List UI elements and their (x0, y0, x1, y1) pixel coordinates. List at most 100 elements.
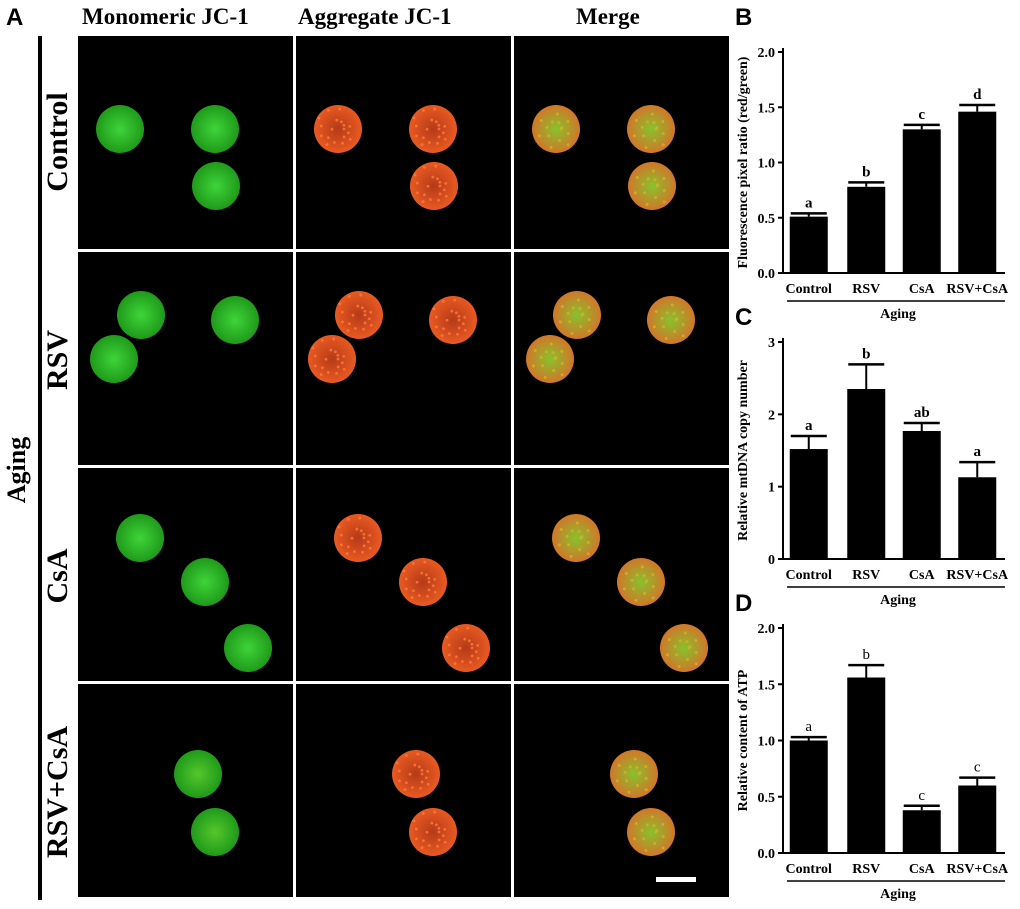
x-tick-label: RSV (852, 568, 880, 583)
micrograph-cell (78, 252, 293, 465)
oocyte (409, 808, 457, 856)
bar (958, 111, 997, 273)
x-tick-label: CsA (909, 568, 936, 583)
oocyte (628, 162, 676, 210)
bar (902, 129, 941, 273)
bar (958, 785, 997, 853)
aging-group-bar (38, 36, 42, 900)
oocyte (174, 750, 222, 798)
oocyte (116, 514, 164, 562)
y-tick-label: 0.0 (758, 267, 776, 282)
bar (789, 216, 828, 273)
x-tick-label: Control (786, 568, 833, 583)
column-header-merge: Merge (576, 4, 640, 29)
y-axis-label: Relative content of ATP (736, 669, 751, 811)
bar (847, 186, 886, 273)
y-tick-label: 0.5 (758, 791, 776, 806)
y-tick-label: 1.5 (758, 101, 776, 116)
micrograph-cell (78, 468, 293, 681)
y-tick-label: 1 (768, 481, 775, 496)
micrograph-image (526, 291, 695, 383)
x-tick-label: CsA (909, 282, 936, 297)
chart-d: 0.0 0.5 1.0 1.5 2.0 Relative content of ATP a C… (736, 622, 1009, 902)
oocyte (308, 335, 356, 383)
chart-b: 0.0 0.5 1.0 1.5 2.0 Fluorescence pixel ratio … (736, 46, 1009, 322)
chart-c: 0 1 2 3 Relative mtDNA copy number a Control b R… (736, 336, 1009, 608)
row-label-control: Control (41, 92, 74, 192)
micrograph-cell (514, 36, 729, 249)
oocyte (224, 624, 272, 672)
micrograph-cell (78, 684, 293, 897)
oocyte (526, 335, 574, 383)
micrograph-image (174, 750, 239, 856)
micrograph-image (552, 514, 708, 672)
oocyte (660, 624, 708, 672)
micrograph-cell (296, 684, 511, 897)
oocyte (192, 162, 240, 210)
micrograph-image (90, 291, 259, 383)
y-tick-label: 3 (768, 336, 775, 351)
row-label-rsv-csa: RSV+CsA (41, 725, 74, 859)
x-axis-label: Aging (880, 593, 916, 608)
micrograph-image (314, 105, 458, 210)
micrograph-cell (514, 468, 729, 681)
y-axis-label: Fluorescence pixel ratio (red/green) (736, 56, 751, 268)
oocyte (191, 808, 239, 856)
oocyte (96, 105, 144, 153)
micrograph-image (96, 105, 240, 210)
oocyte (211, 296, 259, 344)
oocyte (617, 558, 665, 606)
significance-letter: ab (914, 405, 930, 421)
x-tick-label: CsA (909, 862, 936, 877)
x-tick-label: RSV+CsA (946, 282, 1009, 297)
micrograph-image (308, 291, 477, 383)
significance-letter: a (805, 719, 812, 735)
oocyte (610, 750, 658, 798)
micrograph-image (116, 514, 272, 672)
micrograph-cell (514, 252, 729, 465)
x-axis-label: Aging (880, 307, 916, 322)
y-tick-label: 2.0 (758, 46, 776, 61)
significance-letter: b (862, 164, 870, 180)
micrograph-image (610, 750, 675, 856)
chart-b-container: 0.0 0.5 1.0 1.5 2.0 Fluorescence pixel ratio … (735, 36, 1020, 331)
chart-c-container: 0 1 2 3 Relative mtDNA copy number a Control b R… (735, 326, 1020, 621)
y-tick-label: 2.0 (758, 622, 776, 637)
significance-letter: a (974, 444, 982, 460)
micrograph-cell (514, 684, 729, 897)
oocyte (552, 514, 600, 562)
micrograph-grid (78, 36, 730, 898)
micrograph-cell (78, 36, 293, 249)
bar (789, 449, 828, 559)
y-tick-label: 0 (768, 553, 775, 568)
oocyte (181, 558, 229, 606)
aging-group-label: Aging (2, 436, 31, 504)
oocyte (335, 291, 383, 339)
oocyte (90, 335, 138, 383)
oocyte (532, 105, 580, 153)
oocyte (627, 808, 675, 856)
row-label-rsv: RSV (41, 329, 74, 391)
micrograph-cell (296, 468, 511, 681)
oocyte (553, 291, 601, 339)
x-tick-label: Control (786, 282, 833, 297)
row-label-csa: CsA (41, 548, 74, 604)
oocyte (314, 105, 362, 153)
panel-letter-d: D (735, 590, 753, 617)
x-tick-label: Control (786, 862, 833, 877)
oocyte (191, 105, 239, 153)
significance-letter: c (918, 788, 925, 804)
column-header-aggregate: Aggregate JC-1 (298, 4, 452, 29)
significance-letter: a (805, 195, 813, 211)
panel-letter-b: B (735, 4, 753, 31)
bar (847, 389, 886, 559)
significance-letter: c (974, 760, 981, 776)
oocyte (117, 291, 165, 339)
panel-letter-c: C (735, 304, 753, 331)
bar (789, 740, 828, 853)
column-header-monomeric: Monomeric JC-1 (82, 4, 249, 29)
y-tick-label: 1.0 (758, 735, 776, 750)
significance-letter: b (863, 647, 871, 663)
x-axis-label: Aging (880, 887, 916, 902)
micrograph-image (334, 514, 490, 672)
